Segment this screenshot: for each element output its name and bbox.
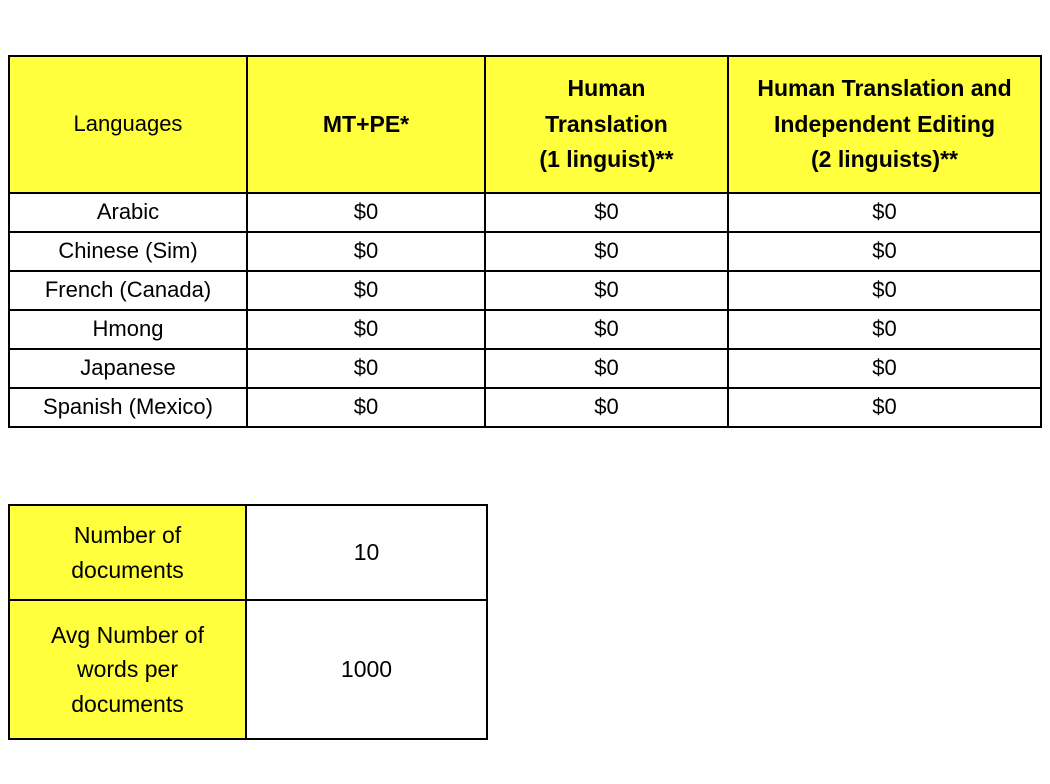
price-cell: $0: [727, 348, 1042, 389]
price-cell: $0: [246, 348, 486, 389]
price-cell: $0: [246, 192, 486, 233]
language-cell: Japanese: [8, 348, 248, 389]
price-cell: $0: [727, 309, 1042, 350]
price-cell: $0: [484, 387, 729, 428]
summary-label-number-of-documents: Number of documents: [8, 504, 247, 601]
table-row: Avg Number of words per documents 1000: [8, 599, 488, 740]
price-cell: $0: [484, 231, 729, 272]
price-cell: $0: [484, 348, 729, 389]
header-cell-mt-pe: MT+PE*: [246, 55, 486, 194]
price-cell: $0: [246, 309, 486, 350]
table-row: Number of documents 10: [8, 504, 488, 601]
table-row: Arabic $0 $0 $0: [8, 192, 1042, 233]
price-cell: $0: [246, 270, 486, 311]
table-row: Hmong $0 $0 $0: [8, 309, 1042, 350]
table-row: Spanish (Mexico) $0 $0 $0: [8, 387, 1042, 428]
header-row: Languages MT+PE* Human Translation (1 li…: [8, 55, 1042, 194]
language-cell: Spanish (Mexico): [8, 387, 248, 428]
summary-label-avg-words-per-document: Avg Number of words per documents: [8, 599, 247, 740]
price-cell: $0: [727, 192, 1042, 233]
pricing-table: Languages MT+PE* Human Translation (1 li…: [8, 55, 1042, 428]
header-cell-human-translation: Human Translation (1 linguist)**: [484, 55, 729, 194]
table-row: Chinese (Sim) $0 $0 $0: [8, 231, 1042, 272]
price-cell: $0: [484, 309, 729, 350]
summary-value-number-of-documents: 10: [245, 504, 488, 601]
price-cell: $0: [246, 387, 486, 428]
header-cell-ht-independent-editing: Human Translation and Independent Editin…: [727, 55, 1042, 194]
language-cell: Hmong: [8, 309, 248, 350]
price-cell: $0: [727, 387, 1042, 428]
price-cell: $0: [246, 231, 486, 272]
price-cell: $0: [484, 270, 729, 311]
summary-value-avg-words-per-document: 1000: [245, 599, 488, 740]
language-cell: Arabic: [8, 192, 248, 233]
price-cell: $0: [727, 231, 1042, 272]
price-cell: $0: [484, 192, 729, 233]
table-row: Japanese $0 $0 $0: [8, 348, 1042, 389]
header-cell-languages: Languages: [8, 55, 248, 194]
language-cell: French (Canada): [8, 270, 248, 311]
document-stats-table: Number of documents 10 Avg Number of wor…: [8, 504, 488, 740]
price-cell: $0: [727, 270, 1042, 311]
table-row: French (Canada) $0 $0 $0: [8, 270, 1042, 311]
language-cell: Chinese (Sim): [8, 231, 248, 272]
